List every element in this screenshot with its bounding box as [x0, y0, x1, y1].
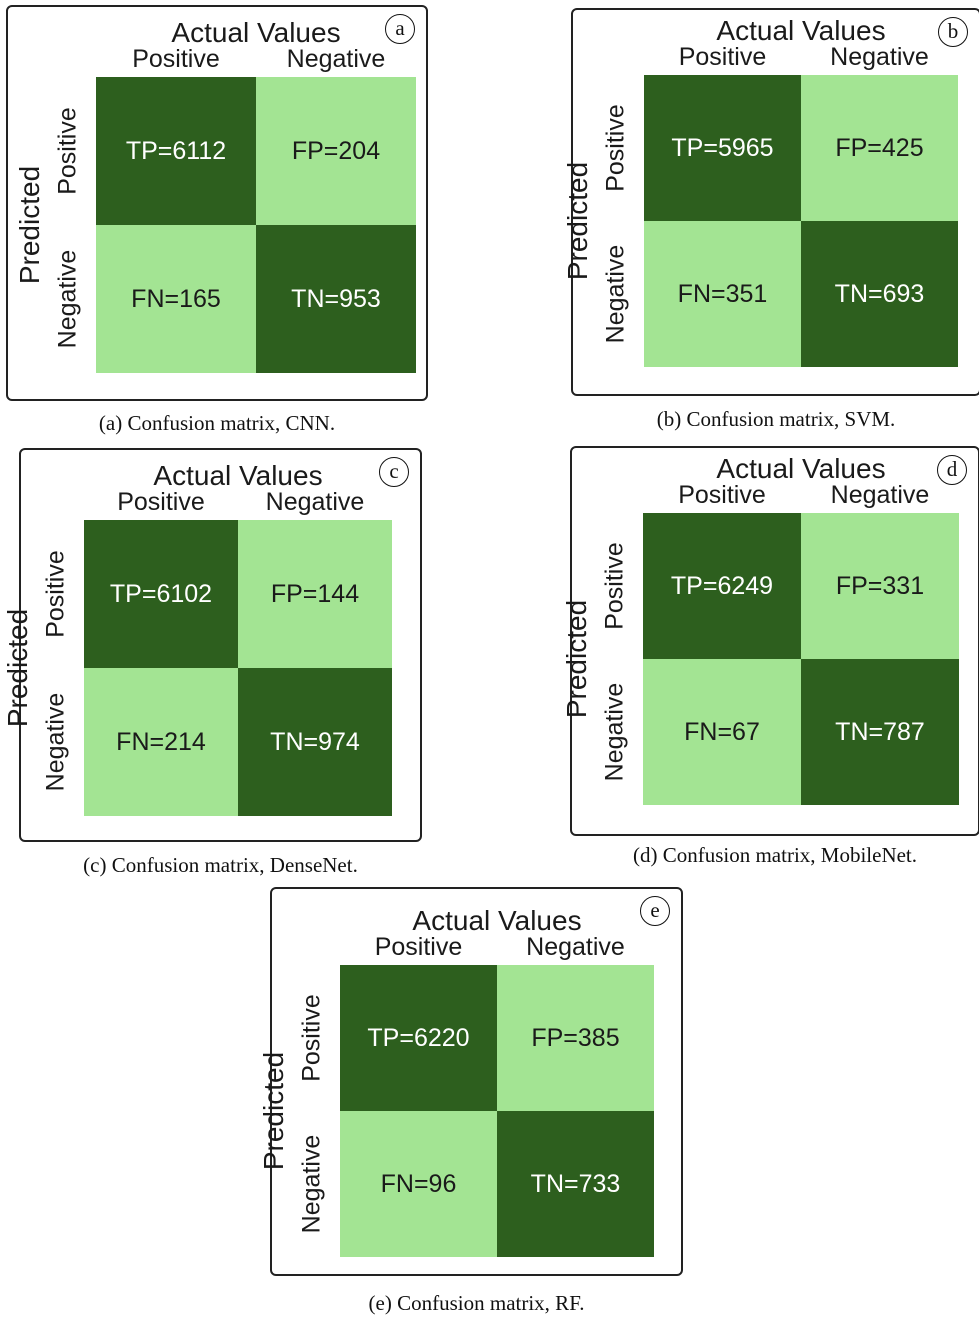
false-positive-cell: FP=331 — [801, 513, 959, 659]
false-negative-cell: FN=165 — [96, 225, 256, 373]
row-header: Positive — [601, 104, 630, 192]
matrix-title: Actual Values — [716, 453, 886, 484]
figure-caption: (b) Confusion matrix, SVM. — [656, 407, 896, 431]
row-header: Negative — [600, 682, 629, 782]
false-negative-cell: FN=96 — [340, 1111, 497, 1257]
y-axis-label: Predicted — [561, 599, 592, 719]
column-header: Negative — [830, 43, 929, 71]
panel-letter-badge: a — [385, 14, 415, 44]
matrix-title: Actual Values — [716, 15, 886, 46]
y-axis-label: Predicted — [14, 165, 45, 285]
true-negative-cell: TN=693 — [801, 221, 958, 367]
y-axis-label: Predicted — [562, 161, 593, 281]
panel-letter-badge: c — [379, 457, 409, 487]
column-header: Negative — [286, 45, 386, 73]
column-header: Negative — [830, 481, 930, 509]
true-negative-cell: TN=974 — [238, 668, 392, 816]
row-header: Negative — [601, 244, 630, 344]
column-header: Negative — [526, 933, 625, 961]
column-header: Positive — [678, 43, 767, 71]
panel-letter-badge: b — [938, 17, 968, 47]
true-positive-cell: TP=6249 — [643, 513, 801, 659]
row-header: Positive — [297, 994, 326, 1082]
row-header: Negative — [53, 249, 82, 349]
row-header: Positive — [53, 107, 82, 195]
false-negative-cell: FN=67 — [643, 659, 801, 805]
row-header: Negative — [41, 692, 70, 792]
row-header: Negative — [297, 1134, 326, 1234]
false-positive-cell: FP=144 — [238, 520, 392, 668]
matrix-title: Actual Values — [171, 17, 341, 48]
panel-letter-badge: d — [937, 455, 967, 485]
y-axis-label: Predicted — [258, 1051, 289, 1171]
false-positive-cell: FP=204 — [256, 77, 416, 225]
column-header: Positive — [117, 488, 205, 516]
true-negative-cell: TN=733 — [497, 1111, 654, 1257]
panel-letter-badge: e — [640, 896, 670, 926]
false-positive-cell: FP=425 — [801, 75, 958, 221]
false-negative-cell: FN=214 — [84, 668, 238, 816]
column-header: Positive — [374, 933, 463, 961]
true-negative-cell: TN=953 — [256, 225, 416, 373]
row-header: Positive — [600, 542, 629, 630]
matrix-title: Actual Values — [153, 460, 323, 491]
figure-caption: (a) Confusion matrix, CNN. — [98, 411, 336, 435]
figure-caption: (e) Confusion matrix, RF. — [368, 1291, 585, 1315]
true-negative-cell: TN=787 — [801, 659, 959, 805]
column-header: Positive — [132, 45, 220, 73]
figure-caption: (d) Confusion matrix, MobileNet. — [632, 843, 918, 867]
true-positive-cell: TP=6112 — [96, 77, 256, 225]
column-header: Positive — [678, 481, 766, 509]
figure-caption: (c) Confusion matrix, DenseNet. — [83, 853, 358, 877]
true-positive-cell: TP=5965 — [644, 75, 801, 221]
false-positive-cell: FP=385 — [497, 965, 654, 1111]
true-positive-cell: TP=6220 — [340, 965, 497, 1111]
y-axis-label: Predicted — [2, 608, 33, 728]
true-positive-cell: TP=6102 — [84, 520, 238, 668]
false-negative-cell: FN=351 — [644, 221, 801, 367]
matrix-title: Actual Values — [412, 905, 582, 936]
column-header: Negative — [265, 488, 365, 516]
row-header: Positive — [41, 550, 70, 638]
